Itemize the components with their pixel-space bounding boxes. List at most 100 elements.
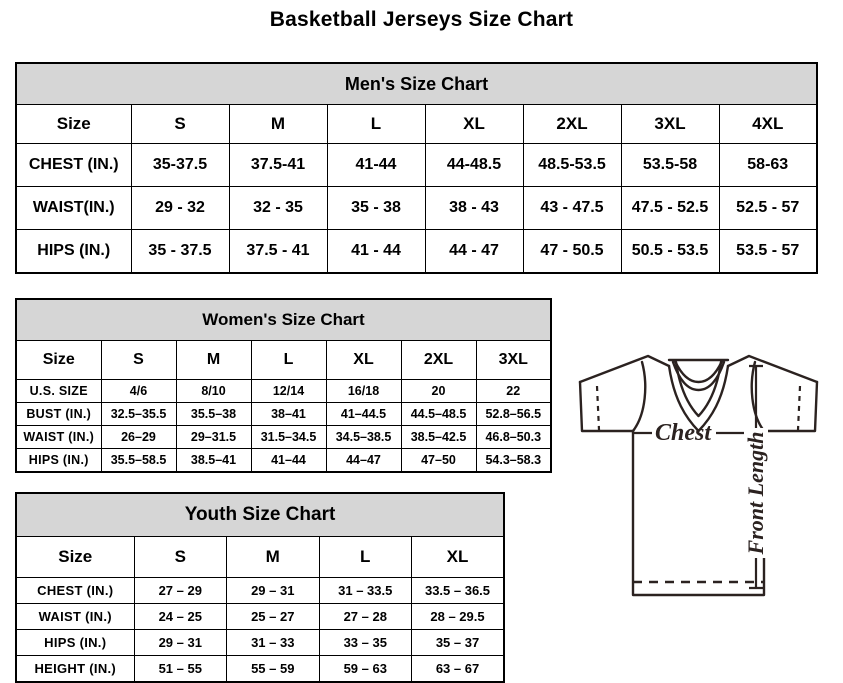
youth-hips-xl: 35 – 37 (411, 629, 505, 656)
left-sleeve-outline (578, 380, 635, 433)
mens-row-label-chest: CHEST (IN.) (15, 143, 132, 187)
youth-height-l: 59 – 63 (318, 655, 412, 683)
womens-bust-3xl: 52.8–56.5 (475, 402, 552, 426)
mens-chest-m: 37.5-41 (228, 143, 328, 187)
mens-header-m: M (228, 104, 328, 144)
mens-waist-2xl: 43 - 47.5 (522, 186, 622, 230)
youth-waist-m: 25 – 27 (226, 603, 320, 630)
mens-header-2xl: 2XL (522, 104, 622, 144)
youth-row-label-chest: CHEST (IN.) (15, 577, 135, 604)
womens-row-label-us-size: U.S. SIZE (15, 379, 102, 403)
youth-header-size: Size (15, 536, 135, 578)
youth-table-caption: Youth Size Chart (15, 492, 505, 537)
mens-size-chart-table: Men's Size Chart Size S M L XL 2XL 3XL 4… (15, 62, 818, 274)
womens-header-l: L (250, 340, 327, 380)
mens-waist-4xl: 52.5 - 57 (718, 186, 818, 230)
front-length-ticks (749, 364, 763, 590)
table-row: WAIST (IN.) 26–29 29–31.5 31.5–34.5 34.5… (15, 425, 552, 449)
table-row: HIPS (IN.) 35.5–58.5 38.5–41 41–44 44–47… (15, 448, 552, 473)
womens-row-label-bust: BUST (IN.) (15, 402, 102, 426)
youth-hips-l: 33 – 35 (318, 629, 412, 656)
mens-table-caption: Men's Size Chart (15, 62, 818, 105)
mens-hips-l: 41 - 44 (326, 229, 426, 274)
mens-chest-3xl: 53.5-58 (620, 143, 720, 187)
right-shoulder-line (726, 354, 819, 384)
table-row: WAIST(IN.) 29 - 32 32 - 35 35 - 38 38 - … (15, 186, 818, 230)
womens-hips-l: 41–44 (250, 448, 327, 473)
chest-label: Chest (655, 420, 712, 446)
womens-bust-l: 38–41 (250, 402, 327, 426)
mens-table-caption-row: Men's Size Chart (15, 62, 818, 105)
mens-waist-3xl: 47.5 - 52.5 (620, 186, 720, 230)
youth-waist-xl: 28 – 29.5 (411, 603, 505, 630)
womens-waist-s: 26–29 (100, 425, 177, 449)
left-armhole-curve (631, 360, 647, 433)
youth-header-s: S (133, 536, 227, 578)
youth-height-m: 55 – 59 (226, 655, 320, 683)
youth-chest-xl: 33.5 – 36.5 (411, 577, 505, 604)
mens-hips-4xl: 53.5 - 57 (718, 229, 818, 274)
womens-table-caption-row: Women's Size Chart (15, 298, 552, 341)
youth-chest-l: 31 – 33.5 (318, 577, 412, 604)
youth-header-m: M (226, 536, 320, 578)
front-length-label: Front Length (743, 432, 768, 556)
left-cuff-dashed-line (595, 385, 601, 431)
womens-hips-s: 35.5–58.5 (100, 448, 177, 473)
mens-row-label-waist: WAIST(IN.) (15, 186, 132, 230)
mens-header-xl: XL (424, 104, 524, 144)
table-row: WAIST (IN.) 24 – 25 25 – 27 27 – 28 28 –… (15, 603, 505, 630)
jersey-svg: Chest Front Length (578, 354, 819, 597)
womens-bust-xl: 41–44.5 (325, 402, 402, 426)
womens-bust-2xl: 44.5–48.5 (400, 402, 477, 426)
neckline-inner (674, 360, 723, 418)
mens-waist-s: 29 - 32 (130, 186, 230, 230)
womens-hips-2xl: 47–50 (400, 448, 477, 473)
womens-bust-m: 35.5–38 (175, 402, 252, 426)
collar-rib-arc-outer (671, 360, 726, 392)
womens-header-2xl: 2XL (400, 340, 477, 380)
youth-height-s: 51 – 55 (133, 655, 227, 683)
womens-ussize-l: 12/14 (250, 379, 327, 403)
womens-waist-m: 29–31.5 (175, 425, 252, 449)
womens-size-chart-table: Women's Size Chart Size S M L XL 2XL 3XL… (15, 298, 552, 473)
womens-ussize-m: 8/10 (175, 379, 252, 403)
womens-header-row: Size S M L XL 2XL 3XL (15, 340, 552, 380)
mens-chest-xl: 44-48.5 (424, 143, 524, 187)
table-row: HIPS (IN.) 35 - 37.5 37.5 - 41 41 - 44 4… (15, 229, 818, 274)
left-shoulder-line (578, 354, 671, 384)
womens-hips-3xl: 54.3–58.3 (475, 448, 552, 473)
youth-row-label-hips: HIPS (IN.) (15, 629, 135, 656)
womens-waist-2xl: 38.5–42.5 (400, 425, 477, 449)
youth-chest-s: 27 – 29 (133, 577, 227, 604)
mens-header-3xl: 3XL (620, 104, 720, 144)
table-row: CHEST (IN.) 27 – 29 29 – 31 31 – 33.5 33… (15, 577, 505, 604)
mens-hips-2xl: 47 - 50.5 (522, 229, 622, 274)
right-armhole-curve (750, 360, 766, 433)
womens-ussize-xl: 16/18 (325, 379, 402, 403)
womens-header-s: S (100, 340, 177, 380)
youth-header-l: L (318, 536, 412, 578)
table-row: BUST (IN.) 32.5–35.5 35.5–38 38–41 41–44… (15, 402, 552, 426)
mens-hips-s: 35 - 37.5 (130, 229, 230, 274)
mens-row-label-hips: HIPS (IN.) (15, 229, 132, 274)
mens-hips-xl: 44 - 47 (424, 229, 524, 274)
womens-row-label-waist: WAIST (IN.) (15, 425, 102, 449)
youth-hips-s: 29 – 31 (133, 629, 227, 656)
collar-rib-arc-inner (673, 359, 724, 384)
womens-hips-m: 38.5–41 (175, 448, 252, 473)
mens-chest-2xl: 48.5-53.5 (522, 143, 622, 187)
table-row: CHEST (IN.) 35-37.5 37.5-41 41-44 44-48.… (15, 143, 818, 187)
womens-waist-3xl: 46.8–50.3 (475, 425, 552, 449)
youth-header-xl: XL (411, 536, 505, 578)
youth-header-row: Size S M L XL (15, 536, 505, 578)
mens-waist-l: 35 - 38 (326, 186, 426, 230)
womens-ussize-3xl: 22 (475, 379, 552, 403)
womens-waist-xl: 34.5–38.5 (325, 425, 402, 449)
youth-table-caption-row: Youth Size Chart (15, 492, 505, 537)
womens-header-size: Size (15, 340, 102, 380)
page-title: Basketball Jerseys Size Chart (269, 8, 574, 31)
mens-header-4xl: 4XL (718, 104, 818, 144)
front-length-label-backdrop (744, 428, 768, 558)
neckline-outer (667, 364, 730, 433)
womens-hips-xl: 44–47 (325, 448, 402, 473)
